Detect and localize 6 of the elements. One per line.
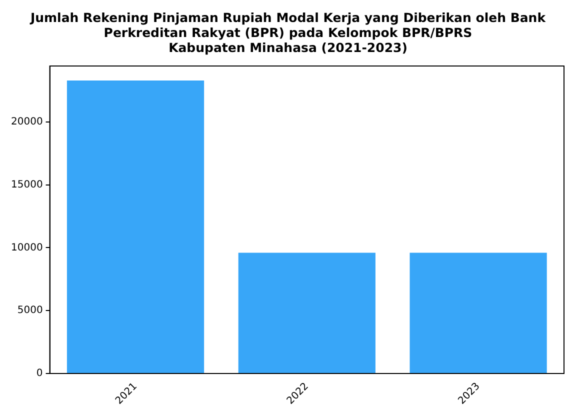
y-tick-label: 20000 <box>11 116 43 128</box>
y-tick-label: 0 <box>36 368 43 380</box>
y-tick-label: 10000 <box>11 242 43 254</box>
chart-title: Jumlah Rekening Pinjaman Rupiah Modal Kerja yang Diberikan oleh Bank Perkreditan Rakyat (BPR) pada Kelompok BPR/BPRS Kabupaten Minahasa (2021-2023) <box>28 9 547 57</box>
y-tick-label: 15000 <box>11 179 43 190</box>
y-tick-label: 5000 <box>17 305 43 316</box>
